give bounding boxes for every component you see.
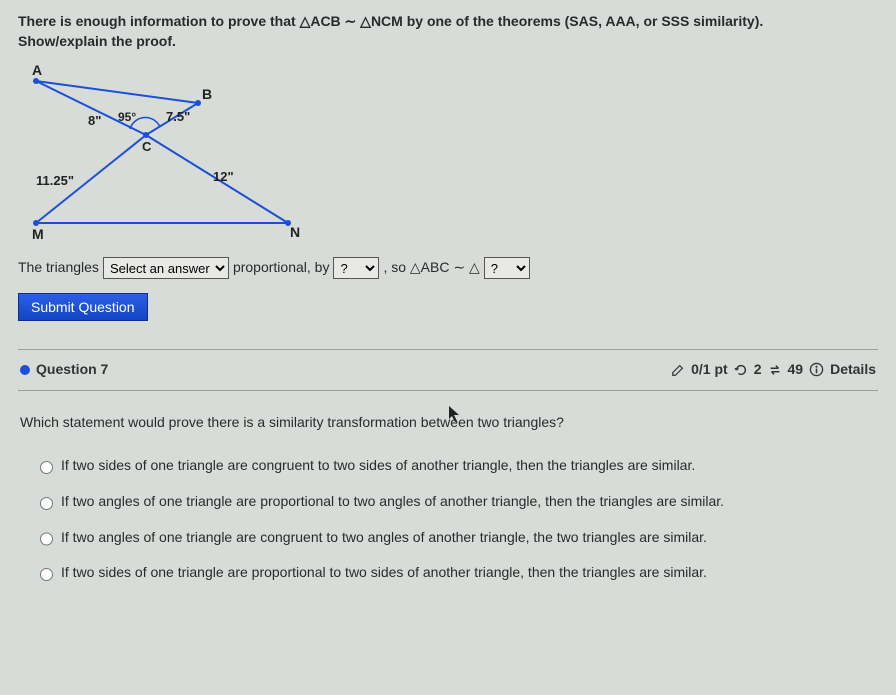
q7-radio-3[interactable]: [40, 566, 53, 583]
svg-text:A: A: [32, 63, 42, 78]
q7-body: Which statement would prove there is a s…: [18, 391, 878, 583]
q6-diagram: A B C M N 8" 7.5" 95° 11.25" 12": [18, 63, 878, 243]
q7-option-3[interactable]: If two sides of one triangle are proport…: [40, 563, 860, 583]
q7-prompt: Which statement would prove there is a s…: [20, 413, 564, 433]
q7-options: If two sides of one triangle are congrue…: [20, 456, 876, 582]
q7-option-text-3: If two sides of one triangle are proport…: [61, 563, 707, 583]
q7-option-2[interactable]: If two angles of one triangle are congru…: [40, 528, 860, 548]
bullet-icon: [20, 365, 30, 375]
swap-icon: [768, 363, 782, 377]
edit-icon: [671, 363, 685, 377]
svg-text:B: B: [202, 86, 212, 102]
svg-text:7.5": 7.5": [166, 109, 190, 124]
q7-score: 0/1 pt: [691, 360, 728, 380]
retry-icon: [734, 363, 748, 377]
submit-question-button[interactable]: Submit Question: [18, 293, 148, 321]
q7-meta: 0/1 pt 2 49 Details: [671, 360, 876, 380]
select-are-proportional[interactable]: Select an answer: [103, 257, 229, 279]
svg-text:8": 8": [88, 113, 101, 128]
sentence-part1: The triangles: [18, 258, 99, 278]
q7-title: Question 7: [36, 360, 108, 380]
sentence-part3: , so △ABC ∼ △: [383, 258, 479, 278]
select-similar-triangle[interactable]: ?: [484, 257, 530, 279]
svg-text:C: C: [142, 139, 152, 154]
q7-radio-1[interactable]: [40, 495, 53, 512]
q7-header: Question 7 0/1 pt 2 49 Details: [18, 350, 878, 391]
sentence-part2: proportional, by: [233, 258, 330, 278]
q7-option-text-1: If two angles of one triangle are propor…: [61, 492, 724, 512]
q7-title-wrap: Question 7: [20, 360, 108, 380]
details-link[interactable]: Details: [830, 360, 876, 380]
svg-text:11.25": 11.25": [36, 173, 74, 188]
svg-text:95°: 95°: [118, 110, 136, 124]
q6-fill-sentence: The triangles Select an answer proportio…: [18, 257, 878, 279]
q7-radio-2[interactable]: [40, 531, 53, 548]
cursor-icon: [448, 405, 462, 429]
q7-option-0[interactable]: If two sides of one triangle are congrue…: [40, 456, 860, 476]
q7-attempts: 49: [788, 360, 804, 380]
q6-prompt: There is enough information to prove tha…: [18, 12, 838, 51]
q7-retry-count: 2: [754, 360, 762, 380]
q7-option-text-2: If two angles of one triangle are congru…: [61, 528, 707, 548]
select-theorem[interactable]: ?: [333, 257, 379, 279]
q7-option-text-0: If two sides of one triangle are congrue…: [61, 456, 695, 476]
q7-radio-0[interactable]: [40, 459, 53, 476]
svg-text:M: M: [32, 226, 44, 242]
svg-text:12": 12": [213, 169, 234, 184]
svg-text:N: N: [290, 224, 300, 240]
q7-option-1[interactable]: If two angles of one triangle are propor…: [40, 492, 860, 512]
info-icon: [809, 362, 824, 377]
